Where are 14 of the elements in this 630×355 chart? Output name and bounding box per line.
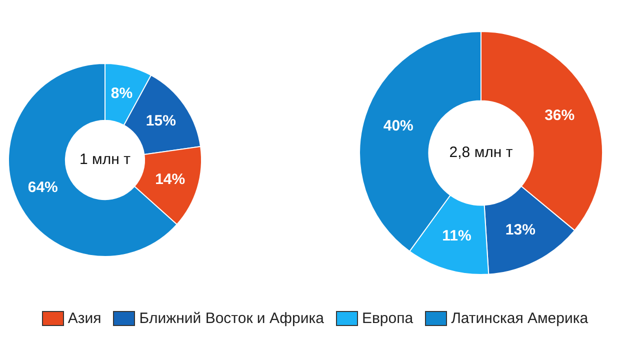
data-label: 13% <box>505 222 536 239</box>
data-label: 15% <box>146 112 176 130</box>
data-label: 14% <box>155 170 186 188</box>
legend-label: Азия <box>68 310 102 327</box>
legend-label: Европа <box>362 310 414 327</box>
text: 1 млн т <box>80 151 131 168</box>
data-label: 64% <box>28 178 58 196</box>
data-label: 8% <box>110 85 133 102</box>
legend-label: Латинская Америка <box>451 310 588 327</box>
data-label: 36% <box>544 107 575 124</box>
data-label: 40% <box>383 117 414 134</box>
legend-label: Ближний Восток и Африка <box>139 310 324 327</box>
text: 2,8 млн т <box>449 144 513 162</box>
data-label: 11% <box>442 228 472 245</box>
